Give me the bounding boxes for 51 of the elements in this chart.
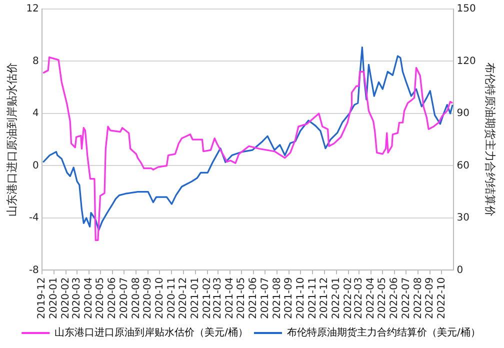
x-tick-label: 2020-06 [107, 277, 118, 320]
x-tick-label: 2020-12 [178, 277, 189, 320]
x-tick-label: 2022-01 [330, 277, 342, 320]
x-tick-label: 2021-11 [307, 277, 318, 320]
x-tick-label: 2020-09 [142, 277, 154, 320]
x-tick-label: 2021-08 [272, 277, 283, 320]
x-tick-label: 2020-05 [95, 277, 106, 320]
x-tick-label: 2021-03 [212, 277, 224, 320]
y2-tick-label: 0 [456, 264, 464, 276]
y-tick-label: 4 [32, 108, 39, 120]
y2-axis-title: 布伦特原油期货主力合约结算价 [484, 62, 497, 217]
y2-tick-label: 90 [456, 108, 470, 120]
x-tick-label: 2022-06 [389, 277, 400, 320]
y2-tick-label: 120 [456, 56, 476, 67]
x-tick-label: 2020-10 [154, 277, 166, 320]
x-tick-label: 2021-04 [224, 277, 236, 320]
x-tick-label: 2022-08 [412, 277, 424, 320]
x-tick-label: 2020-02 [60, 277, 72, 320]
x-tick-label: 2022-07 [400, 277, 412, 320]
x-tick-label: 2022-09 [424, 277, 436, 320]
x-tick-label: 2022-05 [377, 277, 388, 320]
legend-label: 山东港口进口原油到岸贴水估价（美元/桶） [54, 326, 248, 339]
y2-tick-label: 150 [456, 4, 476, 15]
x-tick-label: 2020-04 [84, 277, 95, 320]
x-tick-label: 2020-11 [166, 277, 178, 320]
x-tick-label: 2022-04 [366, 277, 377, 320]
x-tick-label: 2020-03 [72, 277, 83, 320]
x-tick-label: 2021-01 [190, 277, 201, 320]
y-tick-label: -4 [28, 212, 39, 224]
y-tick-label: 0 [32, 160, 39, 172]
x-tick-label: 2020-07 [118, 277, 130, 320]
x-tick-label: 2021-06 [248, 277, 260, 320]
x-tick-label: 2021-10 [295, 277, 306, 320]
x-tick-label: 2022-03 [354, 277, 365, 320]
x-tick-label: 2021-12 [318, 277, 330, 320]
y-tick-label: -8 [28, 264, 39, 276]
legend-label: 布伦特原油期货主力合约结算价（美元/桶） [287, 326, 480, 339]
x-tick-label: 2020-08 [130, 277, 142, 320]
x-tick-label: 2021-07 [260, 277, 271, 320]
y2-tick-label: 60 [456, 160, 470, 172]
y-tick-label: 12 [26, 4, 39, 15]
x-tick-label: 2020-01 [48, 277, 60, 320]
x-tick-label: 2021-05 [236, 277, 248, 320]
y-tick-label: 8 [32, 56, 39, 67]
x-tick-label: 2019-12 [36, 277, 48, 320]
x-tick-label: 2022-02 [342, 277, 354, 320]
x-tick-label: 2021-09 [284, 277, 295, 320]
y2-tick-label: 30 [456, 212, 470, 224]
y-axis-title: 山东港口进口原油到岸贴水估价 [5, 62, 18, 217]
x-tick-label: 2021-02 [202, 277, 213, 320]
x-tick-label: 2022-10 [436, 277, 448, 320]
